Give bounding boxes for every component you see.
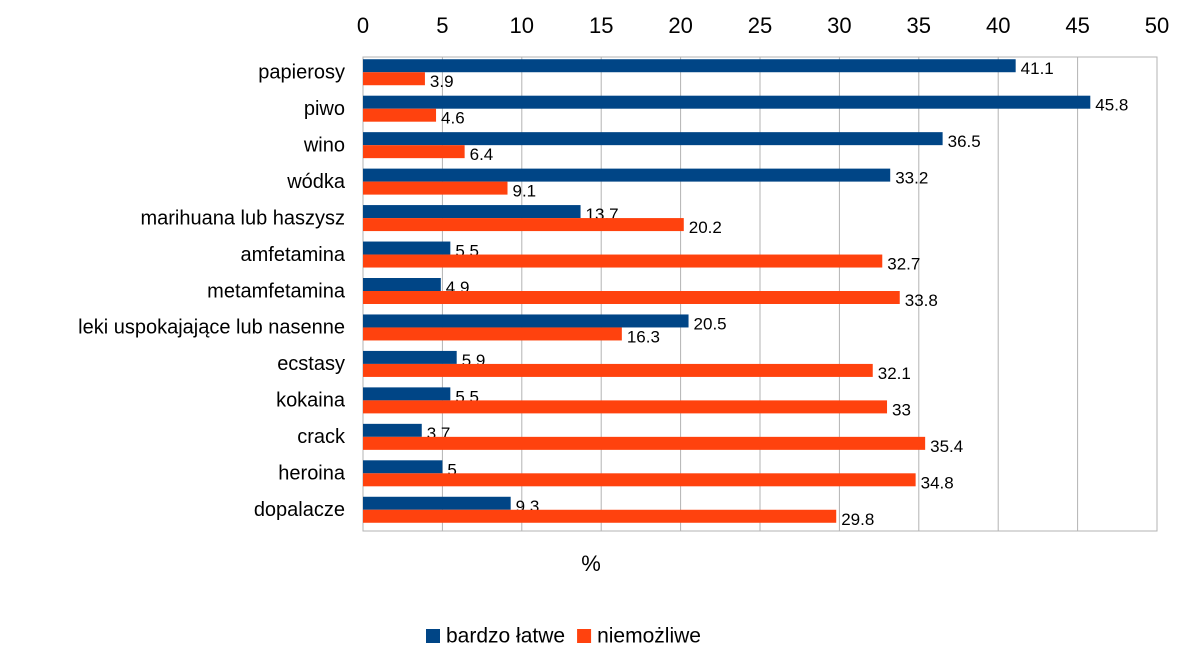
category-label: kokaina — [276, 390, 346, 412]
value-label: 33.8 — [905, 291, 938, 310]
legend-swatch — [426, 629, 440, 643]
bar — [363, 145, 465, 159]
value-label: 16.3 — [627, 327, 660, 346]
value-label: 29.8 — [841, 510, 874, 529]
legend-label: niemożliwe — [597, 625, 701, 648]
bar — [363, 350, 457, 364]
category-label: heroina — [278, 463, 346, 485]
x-tick-label: 50 — [1145, 13, 1169, 38]
category-label: wódka — [286, 171, 346, 193]
category-label: metamfetamina — [207, 280, 346, 302]
bar — [363, 132, 943, 146]
x-tick-label: 15 — [589, 13, 613, 38]
value-label: 33 — [892, 400, 911, 419]
x-tick-label: 40 — [986, 13, 1010, 38]
bar — [363, 181, 508, 195]
bar — [363, 278, 441, 291]
bar — [363, 473, 916, 487]
value-label: 20.2 — [689, 218, 722, 237]
category-label: papierosy — [258, 62, 345, 84]
value-label: 4.6 — [441, 109, 465, 128]
value-label: 45.8 — [1095, 96, 1128, 115]
bar — [363, 254, 883, 268]
value-label: 41.1 — [1021, 59, 1054, 78]
category-label: leki uspokajające lub nasenne — [78, 317, 345, 339]
category-label: ecstasy — [277, 353, 345, 375]
category-label: piwo — [304, 98, 345, 120]
bar — [363, 496, 511, 510]
bar — [363, 59, 1016, 73]
bar — [363, 108, 437, 122]
bar — [363, 72, 425, 86]
bar — [363, 205, 581, 219]
value-label: 9.1 — [513, 182, 537, 201]
value-label: 20.5 — [694, 314, 727, 333]
value-label: 32.7 — [887, 255, 920, 274]
legend-swatch — [577, 629, 592, 643]
category-label: crack — [297, 426, 346, 448]
bar — [363, 387, 451, 401]
x-tick-label: 45 — [1065, 13, 1089, 38]
x-tick-label: 20 — [668, 13, 692, 38]
bar — [363, 363, 873, 377]
bar — [363, 291, 900, 304]
x-tick-label: 5 — [436, 13, 448, 38]
value-label: 6.4 — [470, 145, 494, 164]
value-label: 3.9 — [430, 72, 454, 91]
category-label: dopalacze — [254, 499, 345, 521]
legend-label: bardzo łatwe — [446, 625, 565, 648]
x-tick-label: 0 — [357, 13, 369, 38]
value-label: 35.4 — [930, 437, 963, 456]
bar — [363, 436, 926, 450]
category-label: wino — [303, 134, 345, 156]
bar — [363, 423, 422, 437]
bar — [363, 95, 1091, 109]
bar — [363, 327, 622, 341]
x-tick-label: 25 — [748, 13, 772, 38]
bar — [363, 509, 837, 523]
category-label: amfetamina — [241, 244, 346, 266]
bar — [363, 241, 451, 255]
value-label: 34.8 — [921, 473, 954, 492]
x-axis-label: % — [581, 551, 601, 576]
value-label: 32.1 — [878, 364, 911, 383]
bar — [363, 168, 891, 182]
bar — [363, 400, 888, 414]
x-tick-label: 35 — [907, 13, 931, 38]
bar — [363, 314, 689, 328]
x-tick-label: 30 — [827, 13, 851, 38]
category-label: marihuana lub haszysz — [140, 207, 345, 229]
x-tick-label: 10 — [510, 13, 534, 38]
bar — [363, 218, 684, 232]
bar — [363, 460, 443, 474]
value-label: 5 — [447, 460, 456, 479]
value-label: 33.2 — [895, 169, 928, 188]
value-label: 36.5 — [948, 132, 981, 151]
